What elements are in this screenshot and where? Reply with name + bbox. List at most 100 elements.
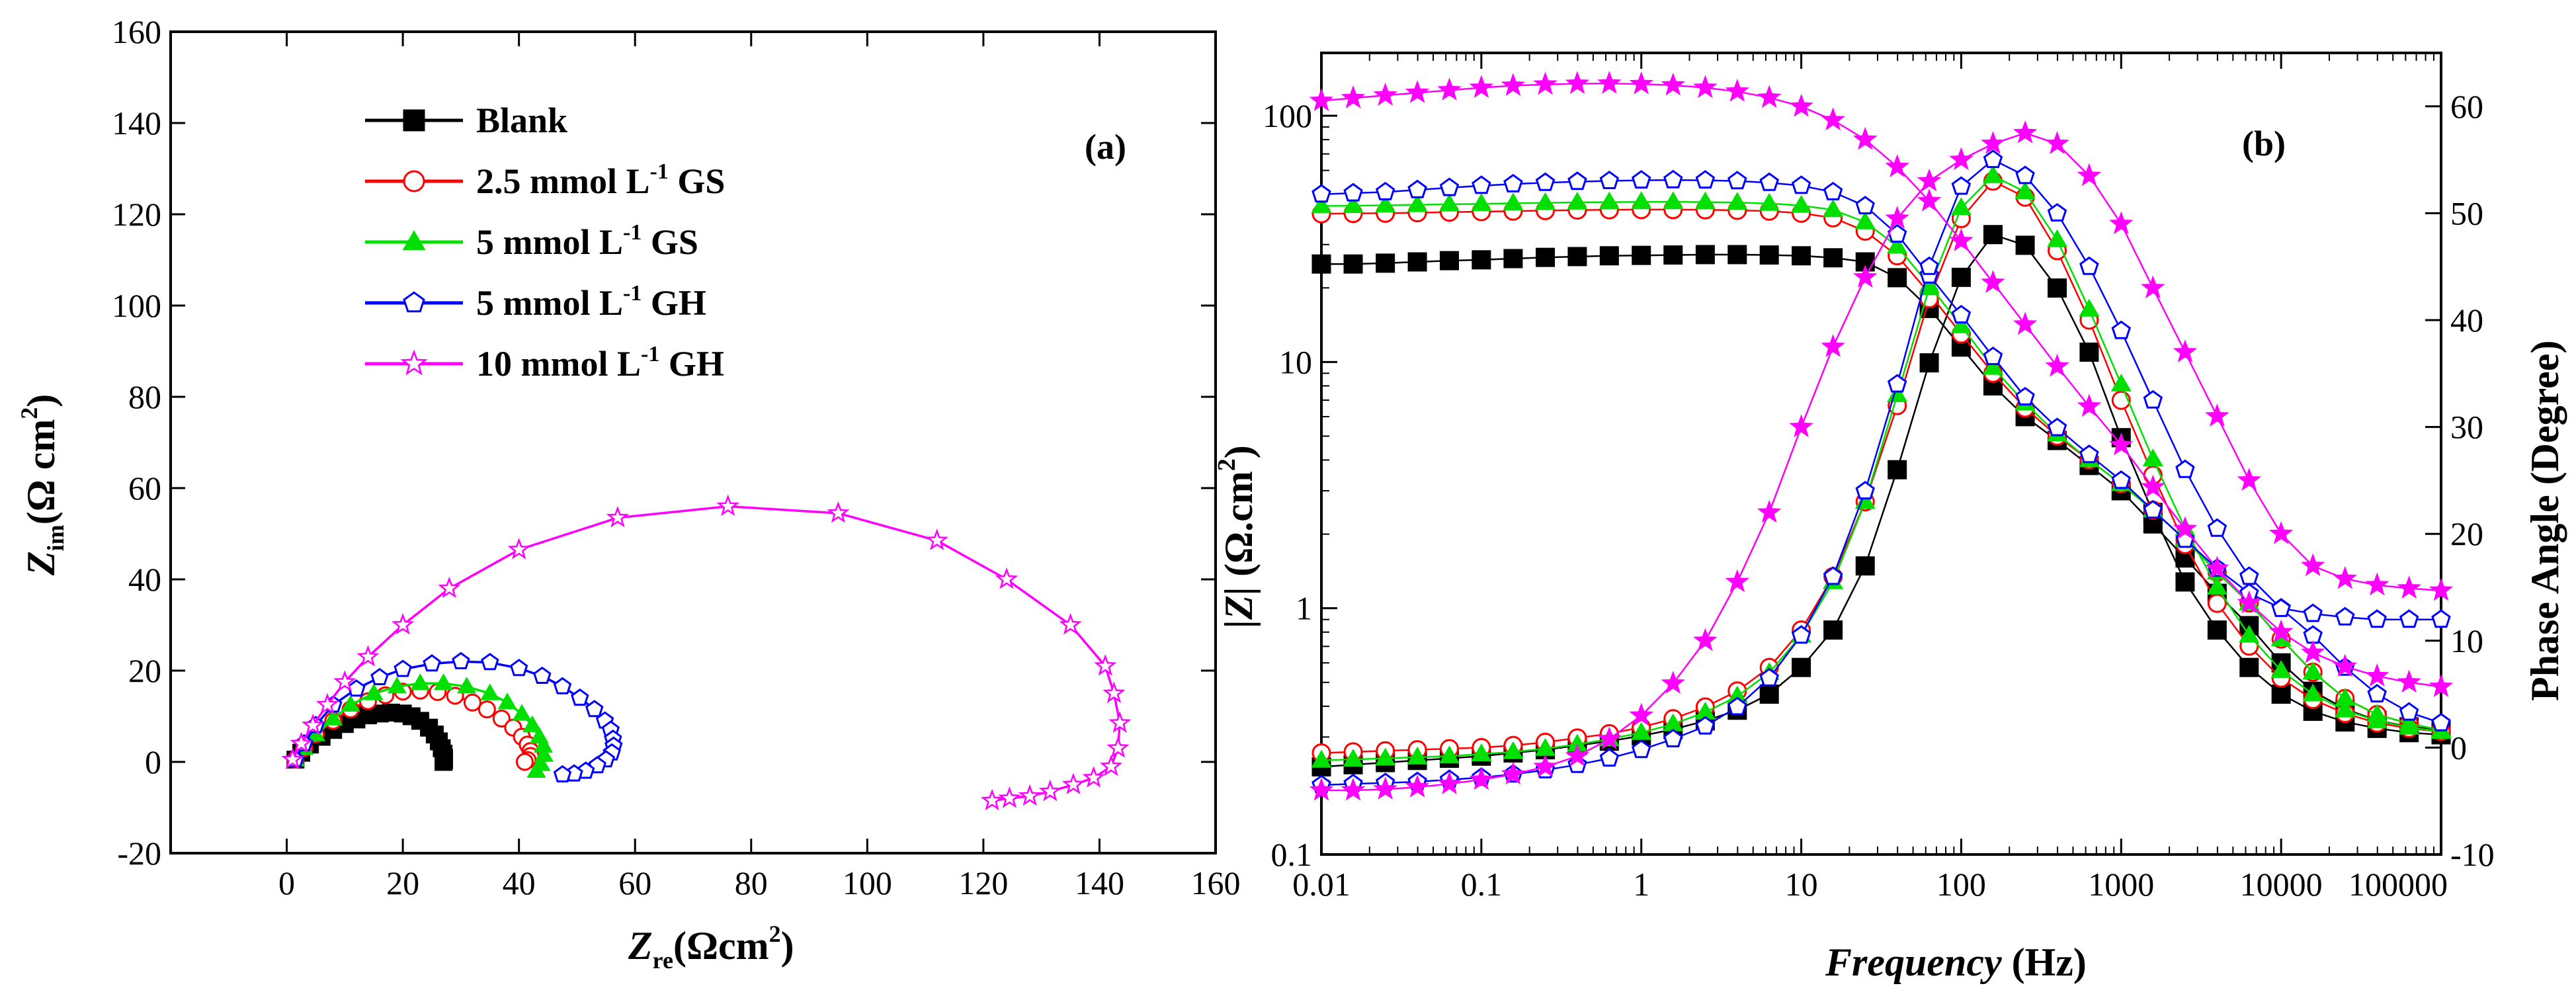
panel-a-x-tick-label: 80 [735,864,768,901]
panel-b-phase-point-GS_5 [1982,165,2003,183]
panel-b-phase-point-GS_5 [1631,722,1652,740]
panel-a-point-GH_10 [315,692,339,715]
panel-b-phase-point-Blank [1759,685,1779,704]
panel-b-modulus-point-GS_5 [1311,195,1332,214]
panel-b-modulus-point-GH_5 [1375,181,1395,200]
legend-marker-GS_5 [402,229,426,251]
panel-b-modulus-point-Blank [1407,252,1427,272]
panel-b-phase-point-GH_10 [2173,339,2198,363]
panel-a-point-GH_10 [1082,766,1105,788]
legend-label-GS_5: 5 mmol L-1 GS [476,220,698,262]
panel-a-point-GH_5 [553,677,572,694]
panel-b-phase-point-GS_5 [1407,746,1428,765]
panel-a-point-GS_5 [526,761,546,778]
panel-b-phase-point-GS_5 [2302,683,2323,702]
panel-b-modulus-point-Blank [1888,268,1907,288]
panel-a-point-GH_5 [509,659,528,677]
panel-b-x-tick-label: 0.01 [1292,866,1350,903]
panel-b-right-tick-label: 20 [2450,515,2483,552]
panel-b-modulus-point-GS_5 [1599,191,1620,210]
panel-b-x-tick-label: 1000 [2088,866,2154,903]
panel-b-modulus-point-GH_10 [2013,312,2038,335]
panel-b-modulus-point-Blank [1376,253,1395,273]
panel-b-modulus-point-GS_5 [1471,193,1492,212]
panel-b-modulus-point-GH_10 [1885,154,1909,177]
panel-b-modulus-point-GH_5 [1503,173,1523,192]
panel-b-phase-point-Blank [1855,556,1875,576]
panel-b-modulus-point-GH_10 [2173,516,2198,540]
panel-b-modulus-point-Blank [1823,248,1843,268]
panel-a-point-GH_10 [606,505,630,528]
panel-a-point-GH_10 [1059,613,1082,635]
panel-b-modulus-point-GH_10 [1469,75,1494,99]
panel-b-phase-point-Blank [1823,620,1843,640]
panel-b-modulus-point-GH_5 [1343,183,1363,202]
panel-b-phase-point-GS_5 [1471,743,1492,761]
panel-a-point-GS_5 [512,704,532,721]
panel-b-modulus-point-Blank [1567,247,1587,267]
panel-b-x-tick-label: 10000 [2240,866,2323,903]
panel-b-modulus-point-GH_5 [1439,177,1460,196]
panel-b-modulus-point-GH_5 [1472,175,1491,194]
panel-b-modulus-point-GH_10 [1661,72,1686,96]
panel-b-phase-point-GH_10 [1309,777,1334,801]
panel-b-modulus-point-GH_5 [1567,171,1587,190]
legend-marker-GH_10 [400,349,428,376]
panel-b-modulus-point-GH_5 [1823,181,1843,200]
panel-b-phase-point-GH_5 [2111,320,2132,339]
panel-b-modulus-point-GH_10 [2364,663,2389,686]
panel-b-phase-point-GH_5 [1823,566,1843,585]
panel-b-phase-point-GH_10 [2333,565,2358,589]
panel-b-phase-point-GH_5 [1791,625,1811,644]
panel-b-phase-point-GH_10 [1405,774,1430,798]
panel-b-phase-point-GH_10 [2045,131,2069,154]
panel-b-phase-point-GH_10 [1949,147,1974,171]
panel-b-phase-point-GH_5 [1599,748,1620,767]
panel-b-modulus-point-Blank [1759,245,1779,265]
panel-b-phase-point-GS_5 [2015,181,2036,199]
panel-a-point-GH_5 [452,651,470,669]
panel-b-modulus-point-GS_5 [1694,191,1716,210]
panel-a-x-tick-label: 20 [386,864,419,901]
panel-b-right-axis-label: Phase Angle (Degree) [2523,341,2567,701]
panel-b-phase-point-GH_10 [2237,468,2262,491]
panel-b-left-tick-label: 10 [1279,343,1312,380]
panel-b-phase-point-GS_5 [2079,298,2100,317]
panel-b-phase-point-Blank [1951,267,1971,287]
panel-a-point-GH_10 [438,576,461,599]
panel-b-modulus-point-Blank [1311,254,1331,274]
panel-a-x-tick-label: 140 [1075,864,1124,901]
panel-b-modulus-point-Blank [1343,254,1363,274]
panel-b-modulus-point-GH_10 [2237,590,2262,614]
panel-b-label: (b) [2242,124,2286,163]
panel-a-y-axis-label: Zim(Ω cm2) [16,394,69,576]
panel-a-x-axis-label: Zre(Ωcm2) [628,921,794,974]
panel-b-phase-point-GH_10 [1629,702,1654,726]
panel-a-point-GH_10 [281,747,304,770]
panel-b-phase-point-GH_5 [1663,728,1683,747]
panel-b-right-tick-label: 30 [2450,409,2483,446]
panel-b-modulus-point-Blank [1472,250,1491,270]
panel-b-phase-point-GH_10 [2141,275,2165,299]
panel-b-modulus-point-GH_5 [2015,386,2035,405]
panel-a-point-GH_5 [571,688,589,706]
panel-a-point-GH_10 [1106,736,1130,758]
panel-b-phase-point-GH_5 [1983,149,2003,169]
panel-b-modulus-point-GS_5 [1823,199,1844,218]
panel-b-left-axis-label: |Z| (Ω.cm2) [1213,445,1261,628]
panel-a-point-GH_10 [333,670,356,692]
panel-b-left-tick-label: 0.1 [1271,836,1313,873]
panel-b-modulus-point-GH_5 [2431,609,2451,628]
panel-b-phase-point-GH_10 [2300,553,2325,577]
panel-b-phase-point-GH_5 [1695,716,1716,735]
panel-b-phase-point-GS_5 [2206,577,2227,595]
panel-b-right-tick-label: 0 [2450,729,2467,766]
panel-a-point-GH_5 [585,700,604,718]
panel-b-phase-point-GH_10 [1341,777,1366,801]
panel-b-modulus-point-GH_5 [2079,444,2099,464]
panel-a-y-tick-label: 80 [128,378,161,415]
panel-b-modulus-point-GS_5 [1407,194,1428,212]
panel-b-phase-point-GH_5 [1951,176,1972,195]
panel-b-modulus-point-GH_10 [1949,228,1974,251]
panel-b-phase-point-GS_5 [2239,624,2260,643]
